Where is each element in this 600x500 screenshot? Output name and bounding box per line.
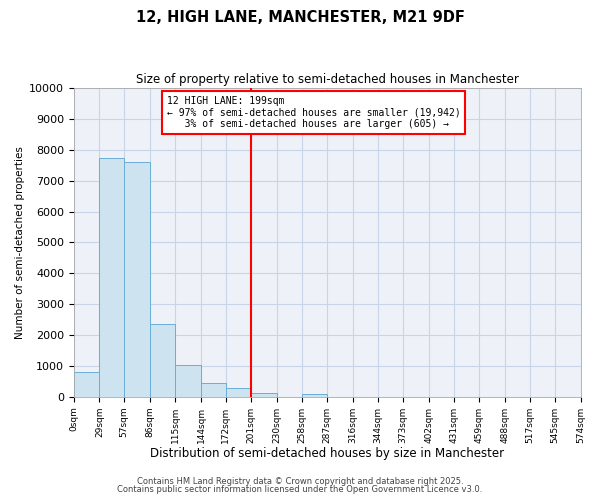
Bar [100,158,124,396]
Y-axis label: Number of semi-detached properties: Number of semi-detached properties [15,146,25,339]
Bar [302,394,327,396]
Bar [74,372,100,396]
Text: 12 HIGH LANE: 199sqm
← 97% of semi-detached houses are smaller (19,942)
   3% of: 12 HIGH LANE: 199sqm ← 97% of semi-detac… [167,96,460,129]
Text: Contains HM Land Registry data © Crown copyright and database right 2025.: Contains HM Land Registry data © Crown c… [137,477,463,486]
Bar [150,324,175,396]
Bar [251,393,277,396]
Bar [226,388,251,396]
X-axis label: Distribution of semi-detached houses by size in Manchester: Distribution of semi-detached houses by … [150,447,504,460]
Bar [201,383,226,396]
Text: 12, HIGH LANE, MANCHESTER, M21 9DF: 12, HIGH LANE, MANCHESTER, M21 9DF [136,10,464,25]
Bar [175,366,201,396]
Bar [124,162,150,396]
Title: Size of property relative to semi-detached houses in Manchester: Size of property relative to semi-detach… [136,72,518,86]
Text: Contains public sector information licensed under the Open Government Licence v3: Contains public sector information licen… [118,485,482,494]
